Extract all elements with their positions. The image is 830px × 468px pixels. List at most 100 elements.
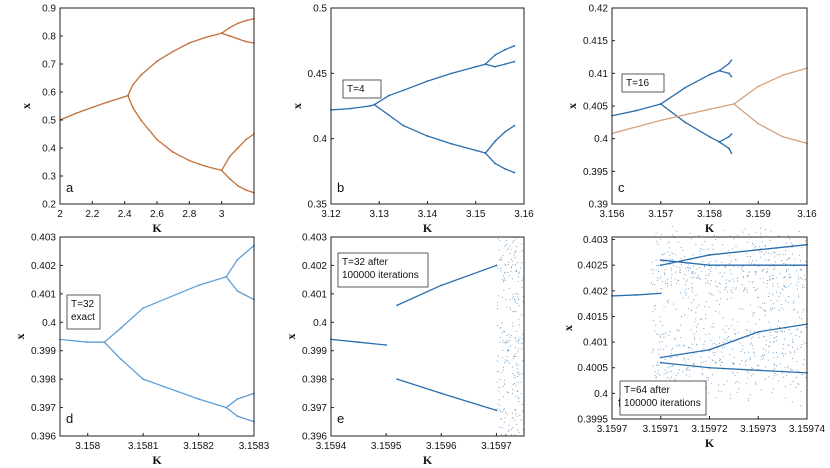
noise-point-f-251 bbox=[703, 328, 705, 330]
noise-point-e-239 bbox=[522, 333, 524, 335]
data-point-c-9-1 bbox=[757, 122, 760, 125]
noise-point-f-431 bbox=[750, 342, 752, 344]
data-point-a-3-3 bbox=[245, 19, 247, 22]
data-point-d-1-3 bbox=[197, 284, 200, 287]
noise-point-f-803 bbox=[802, 284, 804, 286]
noise-point-f-534 bbox=[760, 389, 762, 391]
data-point-c-4-0 bbox=[718, 69, 721, 72]
noise-point-f-94 bbox=[733, 280, 735, 282]
noise-point-f-229 bbox=[785, 300, 787, 302]
noise-point-e-234 bbox=[515, 250, 517, 252]
noise-point-f-776 bbox=[772, 369, 774, 371]
noise-point-f-88 bbox=[766, 279, 768, 282]
noise-point-f-300 bbox=[669, 260, 671, 262]
noise-point-f-31 bbox=[755, 231, 757, 233]
noise-point-f-447 bbox=[764, 314, 766, 316]
noise-point-f-755 bbox=[674, 271, 676, 273]
noise-point-f-428 bbox=[700, 356, 702, 358]
noise-point-e-79 bbox=[512, 357, 514, 359]
noise-point-f-592 bbox=[733, 340, 735, 342]
y-tick-label-e-5: 0.401 bbox=[302, 289, 327, 300]
noise-point-f-410 bbox=[700, 253, 702, 255]
noise-point-e-75 bbox=[518, 371, 520, 373]
y-axis-label-d: x bbox=[13, 334, 27, 340]
noise-point-f-814 bbox=[747, 241, 749, 243]
noise-point-f-766 bbox=[654, 304, 656, 306]
noise-point-f-172 bbox=[699, 365, 701, 367]
noise-point-f-695 bbox=[782, 288, 784, 290]
noise-point-f-273 bbox=[669, 378, 671, 380]
data-point-a-0-2 bbox=[91, 106, 94, 109]
panel-letter-b: b bbox=[337, 180, 344, 195]
noise-point-f-819 bbox=[700, 271, 702, 273]
noise-point-f-0 bbox=[654, 371, 656, 373]
noise-point-f-497 bbox=[659, 374, 661, 376]
noise-point-f-187 bbox=[773, 307, 775, 309]
series-b-0 bbox=[330, 104, 375, 111]
noise-point-e-31 bbox=[514, 434, 516, 436]
noise-point-f-588 bbox=[761, 358, 763, 361]
noise-point-f-211 bbox=[780, 303, 782, 306]
noise-point-f-135 bbox=[664, 269, 666, 271]
noise-point-f-644 bbox=[687, 267, 689, 269]
noise-point-f-281 bbox=[744, 228, 746, 230]
noise-point-f-599 bbox=[764, 311, 766, 313]
noise-point-f-661 bbox=[799, 260, 802, 262]
noise-point-f-840 bbox=[749, 394, 751, 396]
noise-point-f-892 bbox=[776, 356, 779, 358]
noise-point-f-794 bbox=[736, 277, 738, 279]
noise-point-f-714 bbox=[723, 229, 725, 231]
noise-point-f-292 bbox=[705, 278, 707, 280]
noise-point-e-153 bbox=[515, 292, 517, 294]
data-point-f-0-1 bbox=[635, 294, 638, 296]
annotation-text-e-1: 100000 iterations bbox=[342, 270, 419, 281]
noise-point-e-122 bbox=[510, 258, 512, 260]
panel-f: 3.1597 3.15971 3.15972 3.15973 3.15974 0.3995… bbox=[561, 225, 826, 450]
series-c-9 bbox=[733, 103, 808, 144]
noise-point-f-567 bbox=[721, 262, 723, 264]
x-tick-label-e-1: 3.1595 bbox=[371, 441, 402, 452]
noise-point-f-475 bbox=[720, 364, 722, 366]
noise-point-e-125 bbox=[518, 381, 520, 383]
noise-point-f-275 bbox=[723, 369, 725, 371]
noise-point-f-582 bbox=[726, 298, 729, 300]
noise-point-e-39 bbox=[514, 377, 516, 379]
noise-point-f-875 bbox=[794, 322, 796, 324]
noise-point-f-636 bbox=[783, 308, 785, 310]
noise-point-f-740 bbox=[776, 374, 778, 376]
noise-point-e-60 bbox=[512, 264, 514, 266]
noise-point-f-795 bbox=[721, 275, 724, 277]
data-point-b-1-2 bbox=[402, 89, 405, 92]
noise-point-e-101 bbox=[508, 349, 510, 351]
data-point-d-6-1 bbox=[236, 415, 239, 417]
noise-point-f-717 bbox=[799, 268, 801, 271]
noise-point-e-243 bbox=[521, 404, 523, 406]
data-point-b-1-1 bbox=[388, 94, 390, 97]
noise-point-e-211 bbox=[506, 340, 508, 342]
data-point-d-0-1 bbox=[86, 341, 89, 344]
data-point-a-0-4 bbox=[123, 95, 126, 98]
y-tick-label-a-5: 0.7 bbox=[42, 60, 56, 71]
noise-point-f-324 bbox=[762, 309, 764, 311]
noise-point-f-293 bbox=[728, 280, 730, 282]
data-point-c-6-0 bbox=[718, 141, 721, 143]
noise-point-f-697 bbox=[742, 231, 744, 233]
noise-point-f-687 bbox=[788, 257, 790, 259]
noise-point-f-536 bbox=[695, 330, 698, 332]
noise-point-e-219 bbox=[521, 243, 523, 245]
noise-point-e-62 bbox=[503, 330, 505, 332]
noise-point-f-249 bbox=[711, 382, 713, 385]
noise-point-f-811 bbox=[686, 368, 688, 370]
data-point-f-0-2 bbox=[659, 292, 662, 295]
noise-point-e-245 bbox=[506, 413, 508, 415]
noise-point-f-546 bbox=[679, 336, 681, 339]
panel-c: 3.156 3.157 3.158 3.159 3.16 0.39 0.395 0.4 0.40… bbox=[565, 4, 817, 236]
noise-point-f-456 bbox=[772, 265, 774, 267]
noise-point-f-604 bbox=[751, 260, 754, 262]
data-point-d-2-1 bbox=[120, 358, 122, 361]
noise-point-e-246 bbox=[506, 342, 508, 344]
data-point-d-1-2 bbox=[142, 307, 145, 309]
noise-point-f-124 bbox=[797, 278, 800, 280]
noise-point-e-67 bbox=[511, 393, 513, 395]
noise-point-e-123 bbox=[501, 410, 503, 413]
